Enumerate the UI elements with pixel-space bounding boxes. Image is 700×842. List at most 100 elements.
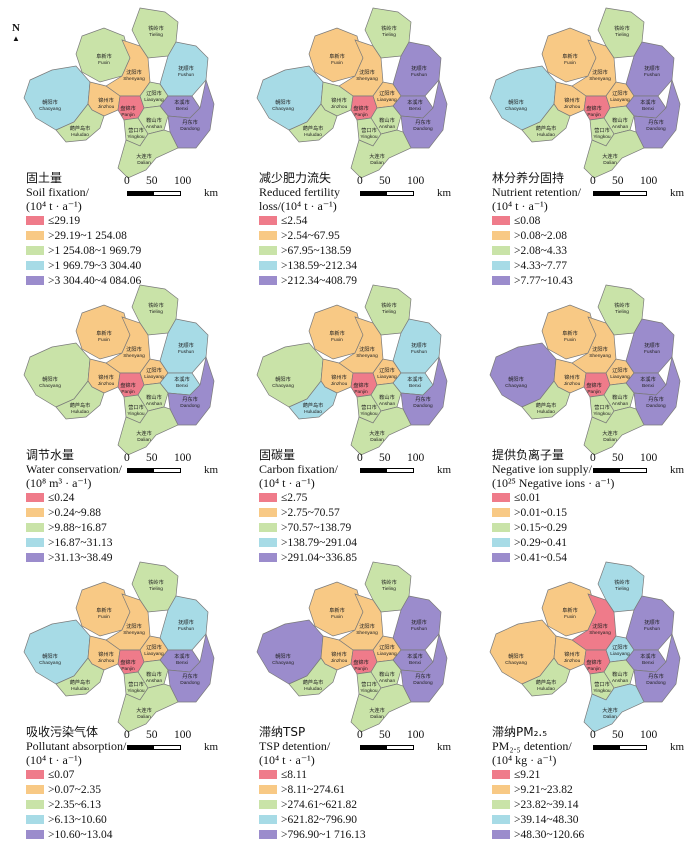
city-label-zh: 抚顺市	[178, 618, 194, 626]
legend: ≤2.54 >2.54~67.95 >67.95~138.59 >138.59~212…	[259, 213, 357, 288]
legend-swatch	[26, 523, 44, 532]
legend-swatch	[26, 815, 44, 824]
legend-item: >2.75~70.57	[259, 505, 357, 520]
legend-swatch	[259, 815, 277, 824]
scale-tick-label: 100	[640, 729, 658, 741]
city-label-zh: 朝阳市	[42, 375, 58, 383]
city-label-en: Liaoyang	[377, 651, 397, 657]
city-label-en: Panjin	[354, 389, 368, 395]
legend-label: >9.21~23.82	[514, 783, 573, 796]
city-label-zh: 鞍山市	[612, 116, 628, 124]
legend-item: >274.61~621.82	[259, 797, 366, 812]
scale-bar: 0 50 100 km	[357, 452, 461, 484]
legend-item: >291.04~336.85	[259, 550, 357, 565]
city-label-en: Fushun	[411, 72, 427, 78]
city-label-zh: 沈阳市	[359, 68, 375, 76]
north-label: N	[12, 22, 20, 34]
legend-swatch	[492, 815, 510, 824]
city-label-en: Fuxin	[98, 337, 110, 343]
legend-swatch	[259, 523, 277, 532]
region-huludao	[521, 657, 571, 697]
map-panel-5: 铁岭市 Tieling 阜新市 Fuxin 沈阳市 Shenyang 抚顺市 Fushun 朝阳…	[233, 277, 466, 564]
scale-bar: 0 50 100 km	[124, 729, 228, 761]
scale-tick-label: 0	[357, 175, 363, 187]
scale-segment	[619, 468, 647, 473]
city-label-en: Shenyang	[123, 630, 145, 636]
city-label-en: Yingkou	[593, 134, 610, 140]
region-huludao	[521, 103, 571, 143]
city-label-en: Benxi	[642, 106, 654, 112]
legend-item: ≤29.19	[26, 213, 141, 228]
city-label-zh: 营口市	[128, 126, 144, 134]
city-label-zh: 沈阳市	[359, 622, 375, 630]
city-label-zh: 锦州市	[331, 373, 347, 381]
legend-label: >0.15~0.29	[514, 521, 567, 534]
legend-label: ≤8.11	[281, 768, 308, 781]
region-dalian	[117, 406, 179, 456]
legend-label: >2.08~4.33	[514, 244, 567, 257]
city-label-zh: 锦州市	[331, 96, 347, 104]
legend-label: >0.08~2.08	[514, 229, 567, 242]
panel-title-zh: 林分养分固持	[492, 171, 565, 185]
city-label-zh: 抚顺市	[644, 64, 660, 72]
legend-item: >3 304.40~4 084.06	[26, 273, 141, 288]
legend: ≤8.11 >8.11~274.61 >274.61~621.82 >621.82~7…	[259, 767, 366, 842]
legend-label: >29.19~1 254.08	[48, 229, 127, 242]
legend-swatch	[259, 553, 277, 562]
scale-unit: km	[204, 741, 219, 753]
city-label-zh: 辽阳市	[146, 366, 162, 374]
panel-title-zh: 固碳量	[259, 448, 296, 462]
city-label-en: Dandong	[413, 403, 433, 409]
map-panel-2: 铁岭市 Tieling 阜新市 Fuxin 沈阳市 Shenyang 抚顺市 Fushun 朝阳…	[233, 0, 466, 287]
legend: ≤0.24 >0.24~9.88 >9.88~16.87 >16.87~31.13 >3…	[26, 490, 112, 565]
legend-item: >31.13~38.49	[26, 550, 112, 565]
scale-tick-label: 50	[612, 175, 624, 187]
scale-segment	[127, 468, 153, 473]
panel-title: 林分养分固持 Nutrient retention/(10⁴ t · a⁻¹)	[492, 171, 581, 213]
panel-title: 固土量 Soil fixation/(10⁴ t · a⁻¹)	[26, 171, 89, 213]
legend-item: >9.21~23.82	[492, 782, 584, 797]
panel-title-zh: 减少肥力流失	[259, 171, 332, 185]
scale-bar: 0 50 100 km	[124, 175, 228, 207]
scale-segment	[127, 745, 153, 750]
city-label-en: Jinzhou	[564, 104, 581, 110]
legend-item: >0.41~0.54	[492, 550, 567, 565]
scale-bar: 0 50 100 km	[590, 175, 694, 207]
city-label-en: Dalian	[137, 160, 151, 166]
city-label-en: Panjin	[121, 666, 135, 672]
panel-title-line: (10²⁵ Negative ions · a⁻¹)	[492, 476, 615, 490]
region-dandong	[167, 355, 215, 426]
city-label-zh: 本溪市	[407, 375, 423, 383]
city-label-en: Liaoyang	[610, 97, 630, 103]
city-label-en: Tieling	[382, 309, 396, 315]
scale-bar: 0 50 100 km	[590, 729, 694, 761]
legend-item: ≤0.07	[26, 767, 112, 782]
city-label-zh: 朝阳市	[42, 98, 58, 106]
scale-tick-label: 50	[379, 175, 391, 187]
city-label-zh: 丹东市	[648, 118, 664, 126]
city-label-en: Yingkou	[127, 134, 144, 140]
scale-unit: km	[670, 187, 685, 199]
scale-unit: km	[670, 464, 685, 476]
legend-label: >10.60~13.04	[48, 828, 113, 841]
city-label-zh: 锦州市	[331, 650, 347, 658]
legend-item: >8.11~274.61	[259, 782, 366, 797]
city-label-zh: 大连市	[602, 152, 618, 160]
scale-segment	[619, 745, 647, 750]
legend-swatch	[26, 216, 44, 225]
panel-title-line: Reduced fertility	[259, 185, 340, 199]
city-label-en: Anshan	[379, 124, 396, 130]
city-label-zh: 铁岭市	[381, 24, 397, 32]
scale-tick-label: 50	[612, 729, 624, 741]
city-label-en: Anshan	[379, 401, 396, 407]
city-label-zh: 铁岭市	[381, 578, 397, 586]
legend-swatch	[492, 800, 510, 809]
city-label-en: Anshan	[612, 124, 629, 130]
region-dalian	[583, 406, 645, 456]
scale-tick-label: 50	[379, 452, 391, 464]
scale-tick-label: 0	[357, 452, 363, 464]
city-label-en: Fuxin	[98, 60, 110, 66]
scale-bar: 0 50 100 km	[357, 175, 461, 207]
panel-title-line: (10⁴ t · a⁻¹)	[492, 199, 548, 213]
panel-title: 滞纳TSP TSP detention/(10⁴ t · a⁻¹)	[259, 725, 330, 767]
